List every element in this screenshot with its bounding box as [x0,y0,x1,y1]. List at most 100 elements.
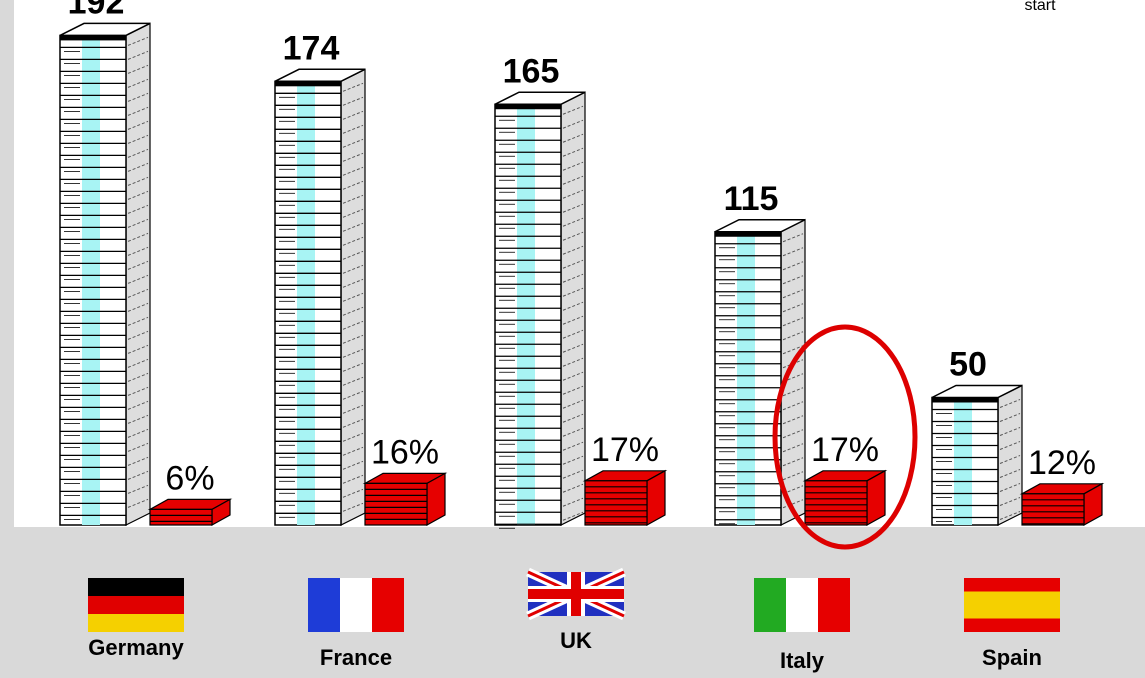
bar-side-hatch [127,414,149,424]
percent-stack [149,508,213,526]
flag-stripe [88,578,184,596]
bar-side-hatch [127,106,149,116]
bar-side-hatch [999,497,1021,506]
bar-side-hatch [127,274,149,284]
bar-side-hatch [127,64,149,74]
flag-stripe [786,578,818,632]
bar-side-hatch [342,488,364,498]
bar-side-hatch [342,502,364,512]
bar-side-hatch [999,413,1021,422]
bar-accent [82,39,100,526]
flag-stripe [754,578,786,632]
bar-side-hatch [999,441,1021,450]
bar-side-hatch [782,345,804,355]
bar-side-hatch [342,404,364,414]
bar-side-hatch [127,134,149,144]
bar-side-hatch [342,82,364,92]
percent-stack [364,482,428,526]
flag-stripe [372,578,404,632]
bar-side-hatch [342,236,364,246]
bar-side-hatch [999,455,1021,464]
bar-side-hatch [782,317,804,327]
bar-side-hatch [342,362,364,372]
bar-side-hatch [342,390,364,400]
bar-side-hatch [562,497,584,507]
flag-stripe [308,578,340,632]
bar-side-hatch [127,498,149,508]
bar-side-hatch [342,180,364,190]
value-label: 192 [68,0,125,21]
bar-side-hatch [562,455,584,465]
bar-side-hatch [342,278,364,288]
bar-side-hatch [342,264,364,274]
bar-side-hatch [127,92,149,102]
flag-stripe [88,596,184,614]
bar-side-hatch [562,413,584,423]
bar-top-edge [60,35,126,41]
bar-top-edge [715,231,781,237]
percent-stack [804,480,868,526]
flag-cross-red [528,589,624,599]
bar-side-hatch [127,78,149,88]
bar-side-hatch [342,138,364,148]
flag-france [308,578,404,632]
bar-side-hatch [127,400,149,410]
bar-side-hatch [782,415,804,425]
bar-side-hatch [127,246,149,256]
country-label-uk: UK [560,628,592,653]
flag-spain [964,578,1060,632]
bar-side-hatch [127,162,149,172]
percent-label: 16% [371,433,439,471]
bar-side [125,22,151,526]
bar-side-hatch [562,175,584,185]
flag-italy [754,578,850,632]
bar-side-hatch [562,133,584,143]
bar-side-hatch [342,418,364,428]
bar-side-hatch [782,289,804,299]
bar-side-hatch [127,372,149,382]
bar-side-hatch [127,218,149,228]
bar-side-hatch [342,250,364,260]
bar-side-hatch [782,471,804,481]
bar-side-hatch [127,36,149,46]
bar-side-hatch [562,315,584,325]
bar-side-hatch [562,301,584,311]
percent-stack-side [866,469,886,527]
bar-side-hatch [342,152,364,162]
bar-group-italy: 115 17% [714,180,888,527]
bar-side-hatch [562,203,584,213]
flag-stripe [340,578,372,632]
bar-side-hatch [342,474,364,484]
bar-side-hatch [782,457,804,467]
country-label-spain: Spain [982,645,1042,670]
bar-side-hatch [127,330,149,340]
bar-side-hatch [782,247,804,257]
country-label-france: France [320,645,392,670]
bar-side-hatch [562,161,584,171]
bar-accent [517,108,535,525]
bar-side-hatch [562,427,584,437]
bar-side-hatch [342,208,364,218]
flag-stripe [964,591,1060,619]
bar-side-hatch [342,432,364,442]
bar-side-hatch [999,427,1021,436]
bar-side-hatch [562,469,584,479]
flag-stripe [88,614,184,632]
bar-side-hatch [127,302,149,312]
bar-side-hatch [562,357,584,367]
bar-side-hatch [562,217,584,227]
bar-group-spain: 50 12% [931,346,1105,527]
bar-side-hatch [562,273,584,283]
bar-side-hatch [342,334,364,344]
bar-side-hatch [782,401,804,411]
bar-side-hatch [342,96,364,106]
bar-side-hatch [562,119,584,129]
bar-side-hatch [127,50,149,60]
bar-accent [954,401,972,525]
bar-group-germany: 192 6% [59,0,233,527]
bar-side-hatch [127,204,149,214]
bar-side-hatch [782,275,804,285]
bar-side-hatch [782,261,804,271]
bar-side-hatch [342,222,364,232]
